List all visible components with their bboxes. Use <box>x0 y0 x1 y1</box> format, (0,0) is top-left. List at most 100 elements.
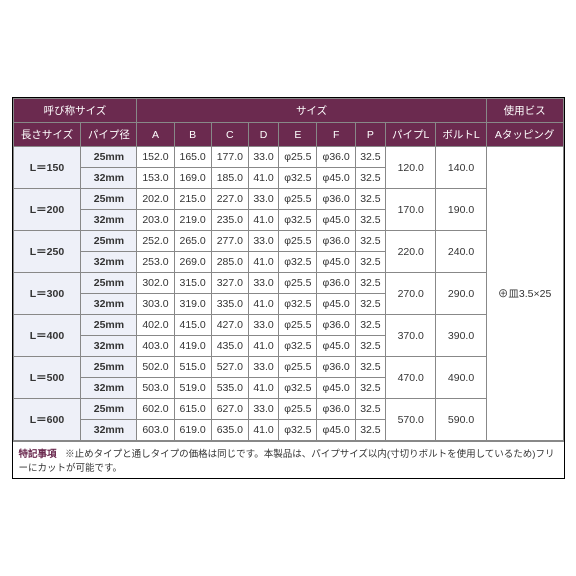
cell-D: 41.0 <box>248 168 278 189</box>
cell-P: 32.5 <box>355 252 385 273</box>
cell-A: 153.0 <box>137 168 174 189</box>
spec-table: 呼び称サイズ サイズ 使用ビス 長さサイズ パイプ径 A B C D E F P… <box>13 98 564 441</box>
cell-F: φ36.0 <box>317 147 355 168</box>
cell-F: φ45.0 <box>317 378 355 399</box>
header-boltL: ボルトL <box>436 123 486 147</box>
cell-length: L＝600 <box>13 399 81 441</box>
cell-D: 33.0 <box>248 273 278 294</box>
header-length: 長さサイズ <box>13 123 81 147</box>
cell-A: 403.0 <box>137 336 174 357</box>
table-row: L＝60025mm602.0615.0627.033.0φ25.5φ36.032… <box>13 399 563 420</box>
cell-E: φ32.5 <box>279 210 317 231</box>
cell-A: 202.0 <box>137 189 174 210</box>
table-body: L＝15025mm152.0165.0177.033.0φ25.5φ36.032… <box>13 147 563 441</box>
header-group-right: 使用ビス <box>486 99 563 123</box>
cell-pipe-dia: 32mm <box>81 252 137 273</box>
cell-C: 435.0 <box>211 336 248 357</box>
cell-C: 635.0 <box>211 420 248 441</box>
cell-P: 32.5 <box>355 147 385 168</box>
cell-D: 33.0 <box>248 357 278 378</box>
cell-C: 227.0 <box>211 189 248 210</box>
cell-tapping: ⊕皿3.5×25 <box>486 147 563 441</box>
cell-D: 41.0 <box>248 378 278 399</box>
cell-P: 32.5 <box>355 399 385 420</box>
cell-pipe-dia: 25mm <box>81 399 137 420</box>
cell-E: φ32.5 <box>279 252 317 273</box>
cell-P: 32.5 <box>355 315 385 336</box>
cell-A: 603.0 <box>137 420 174 441</box>
cell-C: 285.0 <box>211 252 248 273</box>
header-pipe-dia: パイプ径 <box>81 123 137 147</box>
cell-pipe-dia: 32mm <box>81 336 137 357</box>
cell-pipe-dia: 25mm <box>81 357 137 378</box>
cell-A: 253.0 <box>137 252 174 273</box>
cell-F: φ45.0 <box>317 210 355 231</box>
cell-A: 302.0 <box>137 273 174 294</box>
cell-D: 33.0 <box>248 315 278 336</box>
header-F: F <box>317 123 355 147</box>
cell-A: 303.0 <box>137 294 174 315</box>
cell-P: 32.5 <box>355 336 385 357</box>
cell-E: φ32.5 <box>279 378 317 399</box>
cell-A: 503.0 <box>137 378 174 399</box>
header-P: P <box>355 123 385 147</box>
cell-C: 327.0 <box>211 273 248 294</box>
cell-E: φ25.5 <box>279 399 317 420</box>
header-pipeL: パイプL <box>386 123 436 147</box>
cell-E: φ32.5 <box>279 336 317 357</box>
cell-C: 335.0 <box>211 294 248 315</box>
cell-P: 32.5 <box>355 189 385 210</box>
table-header: 呼び称サイズ サイズ 使用ビス 長さサイズ パイプ径 A B C D E F P… <box>13 99 563 147</box>
cell-F: φ45.0 <box>317 336 355 357</box>
cell-length: L＝500 <box>13 357 81 399</box>
cell-length: L＝150 <box>13 147 81 189</box>
cell-C: 627.0 <box>211 399 248 420</box>
cell-C: 235.0 <box>211 210 248 231</box>
cell-E: φ32.5 <box>279 420 317 441</box>
cell-pipe-dia: 25mm <box>81 147 137 168</box>
cell-B: 619.0 <box>174 420 211 441</box>
cell-pipeL: 220.0 <box>386 231 436 273</box>
cell-F: φ36.0 <box>317 231 355 252</box>
cell-E: φ25.5 <box>279 357 317 378</box>
cell-B: 419.0 <box>174 336 211 357</box>
cell-F: φ45.0 <box>317 168 355 189</box>
cell-F: φ36.0 <box>317 189 355 210</box>
header-C: C <box>211 123 248 147</box>
cell-D: 41.0 <box>248 252 278 273</box>
cell-pipeL: 170.0 <box>386 189 436 231</box>
cell-B: 165.0 <box>174 147 211 168</box>
cell-A: 252.0 <box>137 231 174 252</box>
cell-A: 602.0 <box>137 399 174 420</box>
cell-pipe-dia: 32mm <box>81 420 137 441</box>
header-tapping: Aタッピング <box>486 123 563 147</box>
cell-F: φ45.0 <box>317 294 355 315</box>
note-row: 特記事項 ※止めタイプと通しタイプの価格は同じです。本製品は、パイプサイズ以内(… <box>13 441 564 478</box>
cell-P: 32.5 <box>355 357 385 378</box>
cell-B: 415.0 <box>174 315 211 336</box>
table-row: L＝25025mm252.0265.0277.033.0φ25.5φ36.032… <box>13 231 563 252</box>
cell-boltL: 290.0 <box>436 273 486 315</box>
cell-boltL: 140.0 <box>436 147 486 189</box>
cell-B: 169.0 <box>174 168 211 189</box>
note-label: 特記事項 <box>19 449 57 460</box>
header-D: D <box>248 123 278 147</box>
cell-C: 427.0 <box>211 315 248 336</box>
cell-boltL: 390.0 <box>436 315 486 357</box>
cell-pipe-dia: 25mm <box>81 273 137 294</box>
cell-D: 33.0 <box>248 231 278 252</box>
cell-P: 32.5 <box>355 231 385 252</box>
cell-F: φ36.0 <box>317 273 355 294</box>
cell-A: 152.0 <box>137 147 174 168</box>
cell-D: 33.0 <box>248 399 278 420</box>
header-B: B <box>174 123 211 147</box>
cell-E: φ32.5 <box>279 294 317 315</box>
table-row: L＝15025mm152.0165.0177.033.0φ25.5φ36.032… <box>13 147 563 168</box>
cell-E: φ25.5 <box>279 273 317 294</box>
cell-P: 32.5 <box>355 168 385 189</box>
cell-B: 215.0 <box>174 189 211 210</box>
cell-P: 32.5 <box>355 420 385 441</box>
cell-pipe-dia: 32mm <box>81 378 137 399</box>
cell-D: 33.0 <box>248 189 278 210</box>
cell-P: 32.5 <box>355 378 385 399</box>
